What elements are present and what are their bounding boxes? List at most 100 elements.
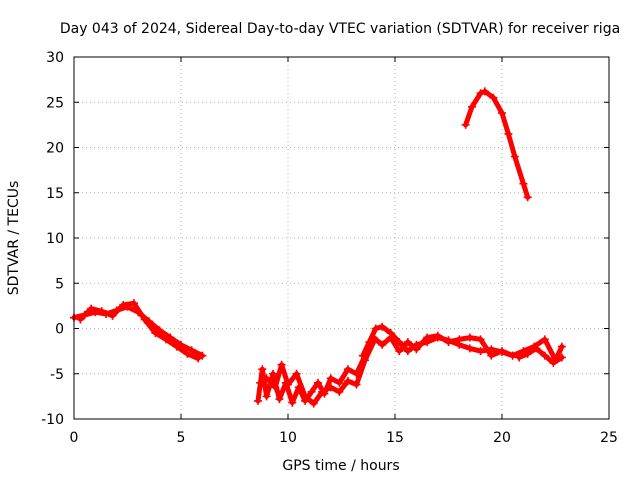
data-point-marker (284, 380, 292, 389)
y-tick-label: -5 (50, 367, 64, 383)
data-point-marker (151, 329, 160, 338)
data-point-marker (468, 102, 477, 111)
data-point-marker (532, 344, 541, 353)
x-axis-label: GPS time / hours (282, 458, 399, 474)
x-tick-label: 0 (70, 430, 79, 446)
data-point-marker (194, 354, 203, 363)
data-point-marker (508, 351, 517, 360)
series-arc-8 (461, 87, 532, 202)
data-point-marker (412, 345, 421, 354)
data-point-marker (540, 335, 549, 344)
y-tick-label: -10 (41, 412, 64, 428)
data-point-marker (288, 398, 297, 407)
data-point-marker (343, 365, 352, 374)
data-point-marker (271, 383, 280, 392)
data-point-marker (487, 351, 496, 360)
data-point-marker (423, 333, 432, 342)
data-point-marker (140, 315, 149, 324)
x-tick-label: 20 (493, 430, 511, 446)
data-point-marker (254, 396, 263, 405)
series-trace (463, 88, 531, 200)
data-point-marker (403, 338, 412, 347)
data-point-marker (557, 342, 566, 351)
x-tick-label: 10 (279, 430, 297, 446)
data-point-marker (489, 93, 498, 102)
data-point-marker (403, 347, 412, 356)
data-point-marker (326, 383, 335, 392)
plot-frame (73, 56, 610, 420)
data-point-marker (378, 322, 387, 331)
x-tick-label: 25 (600, 430, 618, 446)
data-point-marker (307, 387, 316, 396)
data-point-marker (172, 342, 181, 351)
data-point-marker (557, 353, 566, 362)
data-point-marker (309, 399, 318, 408)
data-point-marker (540, 351, 549, 360)
data-point-marker (318, 387, 327, 396)
data-point-marker (183, 349, 192, 358)
y-tick-label: 30 (46, 50, 64, 66)
data-point-marker (433, 331, 442, 340)
data-point-marker (343, 376, 352, 385)
data-point-marker (97, 307, 106, 316)
chart-title: Day 043 of 2024, Sidereal Day-to-day VTE… (60, 21, 620, 37)
series-arc-7 (515, 344, 566, 367)
data-point-marker (335, 387, 344, 396)
data-point-marker (352, 380, 361, 389)
data-point-marker (358, 351, 367, 360)
data-point-marker (369, 333, 378, 342)
data-point-marker (198, 351, 207, 360)
series-arc-4 (256, 338, 378, 408)
data-point-marker (129, 299, 138, 308)
data-point-marker (76, 315, 85, 324)
data-point-marker (510, 152, 519, 161)
data-point-marker (444, 338, 453, 347)
data-point-marker (476, 335, 485, 344)
y-axis-label: SDTVAR / TECUs (6, 181, 22, 296)
data-point-marker (262, 374, 271, 383)
data-point-marker (386, 333, 395, 342)
data-point-marker (361, 356, 370, 365)
data-point-marker (326, 374, 335, 383)
data-point-marker (455, 335, 464, 344)
y-tick-label: 5 (55, 276, 64, 292)
y-tick-label: 10 (46, 231, 64, 247)
data-point-marker (465, 333, 474, 342)
data-point-marker (523, 193, 532, 202)
data-point-marker (519, 179, 528, 188)
data-point-marker (162, 335, 171, 344)
x-axis-ticks: 0 5 10 15 20 25 (70, 57, 618, 446)
y-tick-label: 0 (55, 322, 64, 338)
data-point-marker (498, 347, 506, 356)
data-point-marker (480, 87, 489, 96)
data-point-marker (476, 89, 485, 98)
data-point-marker (461, 120, 470, 129)
data-point-marker (365, 338, 374, 347)
data-point-marker (395, 347, 404, 356)
x-tick-label: 15 (386, 430, 404, 446)
data-point-marker (465, 344, 474, 353)
data-point-marker (187, 346, 196, 355)
data-point-marker (498, 109, 506, 118)
x-tick-label: 5 (177, 430, 186, 446)
y-tick-label: 15 (46, 186, 64, 202)
data-point-marker (476, 347, 485, 356)
y-tick-label: 20 (46, 141, 64, 157)
data-point-marker (119, 300, 128, 309)
data-point-marker (275, 395, 284, 404)
series-arc-2 (76, 299, 203, 363)
data-point-marker (301, 392, 310, 401)
data-point-marker (87, 304, 96, 313)
data-point-marker (335, 378, 344, 387)
data-point-marker (549, 358, 558, 367)
data-point-marker (256, 378, 265, 387)
data-point-marker (108, 311, 117, 320)
data-point-marker (395, 338, 404, 347)
data-point-marker (258, 365, 267, 374)
data-points (70, 87, 566, 408)
data-point-marker (313, 378, 322, 387)
data-point-marker (269, 369, 278, 378)
data-point-marker (378, 340, 387, 349)
